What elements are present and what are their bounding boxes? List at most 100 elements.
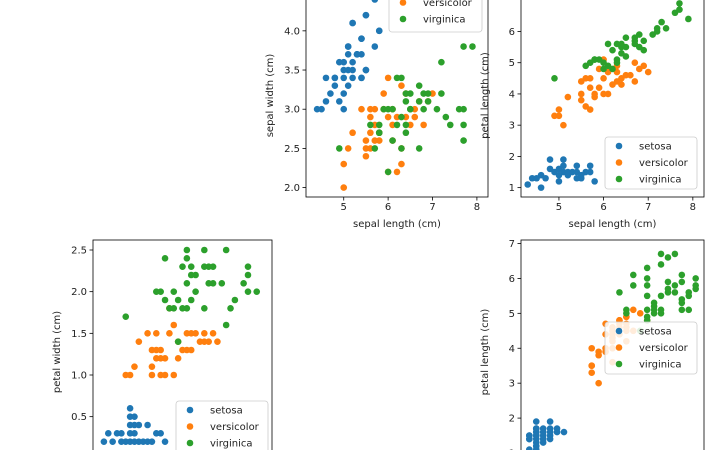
axes-frame: [520, 239, 705, 450]
scatter-panel-petal-width: 0.5 1.0 1.5 2.0 2.5 petal width (cm) setosa …: [52, 239, 273, 450]
point-setosa: [340, 90, 348, 97]
point-virginica: [664, 278, 672, 286]
point-virginica: [244, 263, 252, 270]
point-versicolor: [170, 321, 178, 329]
point-versicolor: [362, 137, 370, 144]
point-virginica: [402, 121, 410, 129]
point-setosa: [555, 178, 563, 185]
point-setosa: [532, 442, 540, 450]
y-tick-label: 5: [509, 58, 515, 69]
point-versicolor: [631, 59, 639, 67]
point-setosa: [109, 438, 116, 445]
point-setosa: [371, 0, 379, 3]
point-setosa: [358, 74, 365, 82]
point-virginica: [664, 254, 672, 261]
point-virginica: [469, 43, 476, 50]
legend-marker-virginica: [186, 439, 194, 447]
point-virginica: [398, 113, 405, 121]
point-versicolor: [340, 160, 348, 168]
point-versicolor: [367, 113, 374, 121]
point-setosa: [344, 43, 352, 50]
point-versicolor: [586, 84, 594, 91]
legend-label-virginica: virginica: [210, 439, 253, 450]
point-setosa: [331, 74, 339, 82]
axes-frame: [305, 0, 489, 198]
point-versicolor: [148, 371, 156, 379]
point-versicolor: [174, 355, 182, 362]
point-virginica: [685, 306, 693, 314]
point-virginica: [187, 296, 195, 304]
point-setosa: [340, 66, 348, 74]
point-versicolor: [618, 81, 625, 88]
y-tick-label: 4: [509, 344, 515, 355]
x-tick-label: 5: [341, 202, 347, 213]
point-versicolor: [560, 121, 567, 129]
x-tick-label: 5: [556, 202, 562, 213]
y-tick-label: 2.0: [71, 287, 87, 298]
point-setosa: [340, 74, 348, 82]
point-virginica: [685, 292, 693, 300]
point-setosa: [532, 425, 540, 432]
tick-layer: 0.5 1.0 1.5 2.0 2.5: [71, 246, 93, 423]
point-setosa: [532, 418, 540, 425]
point-virginica: [657, 261, 665, 268]
point-virginica: [671, 250, 679, 258]
point-virginica: [122, 313, 130, 320]
point-versicolor: [187, 346, 195, 354]
point-virginica: [643, 313, 651, 321]
legend-label-versicolor: versicolor: [639, 158, 689, 169]
point-versicolor: [161, 371, 169, 379]
point-setosa: [542, 174, 549, 182]
legend: setosa versicolor virginica: [388, 0, 483, 33]
point-versicolor: [144, 330, 151, 337]
point-layer: [313, 0, 476, 191]
point-setosa: [126, 405, 134, 412]
point-virginica: [658, 18, 665, 26]
point-setosa: [375, 27, 383, 35]
point-virginica: [240, 280, 247, 287]
point-virginica: [678, 271, 686, 279]
point-versicolor: [161, 355, 169, 362]
x-tick-label: 8: [474, 202, 480, 213]
y-tick-label: 3: [509, 121, 515, 132]
legend-label-virginica: virginica: [423, 15, 466, 26]
point-setosa: [161, 438, 169, 445]
point-versicolor: [358, 105, 365, 113]
point-virginica: [433, 105, 441, 113]
y-axis-label: sepal width (cm): [265, 54, 276, 138]
point-virginica: [393, 121, 401, 129]
point-setosa: [157, 430, 164, 437]
point-setosa: [573, 162, 581, 170]
point-virginica: [227, 305, 234, 312]
point-virginica: [367, 121, 374, 129]
point-virginica: [631, 40, 639, 48]
point-setosa: [560, 162, 567, 170]
y-tick-label: 7: [509, 239, 515, 250]
point-setosa: [362, 11, 370, 19]
point-virginica: [192, 288, 199, 295]
point-setosa: [371, 43, 379, 50]
legend-label-setosa: setosa: [639, 142, 672, 153]
point-virginica: [170, 305, 178, 312]
point-virginica: [209, 263, 217, 270]
point-setosa: [564, 171, 572, 179]
legend: setosa versicolor virginica: [604, 321, 698, 375]
point-versicolor: [153, 330, 160, 337]
point-virginica: [170, 288, 178, 295]
point-versicolor: [555, 106, 563, 113]
axes-frame: [520, 0, 705, 198]
point-setosa: [322, 74, 330, 82]
point-versicolor: [384, 113, 392, 121]
point-versicolor: [135, 338, 143, 345]
point-setosa: [546, 418, 554, 425]
legend-label-setosa: setosa: [210, 406, 243, 417]
point-versicolor: [577, 78, 585, 85]
point-virginica: [183, 255, 191, 262]
point-virginica: [551, 75, 558, 82]
point-virginica: [222, 321, 230, 329]
point-virginica: [623, 306, 630, 314]
point-versicolor: [148, 363, 156, 370]
point-virginica: [635, 31, 643, 38]
y-tick-label: 2: [509, 152, 515, 163]
